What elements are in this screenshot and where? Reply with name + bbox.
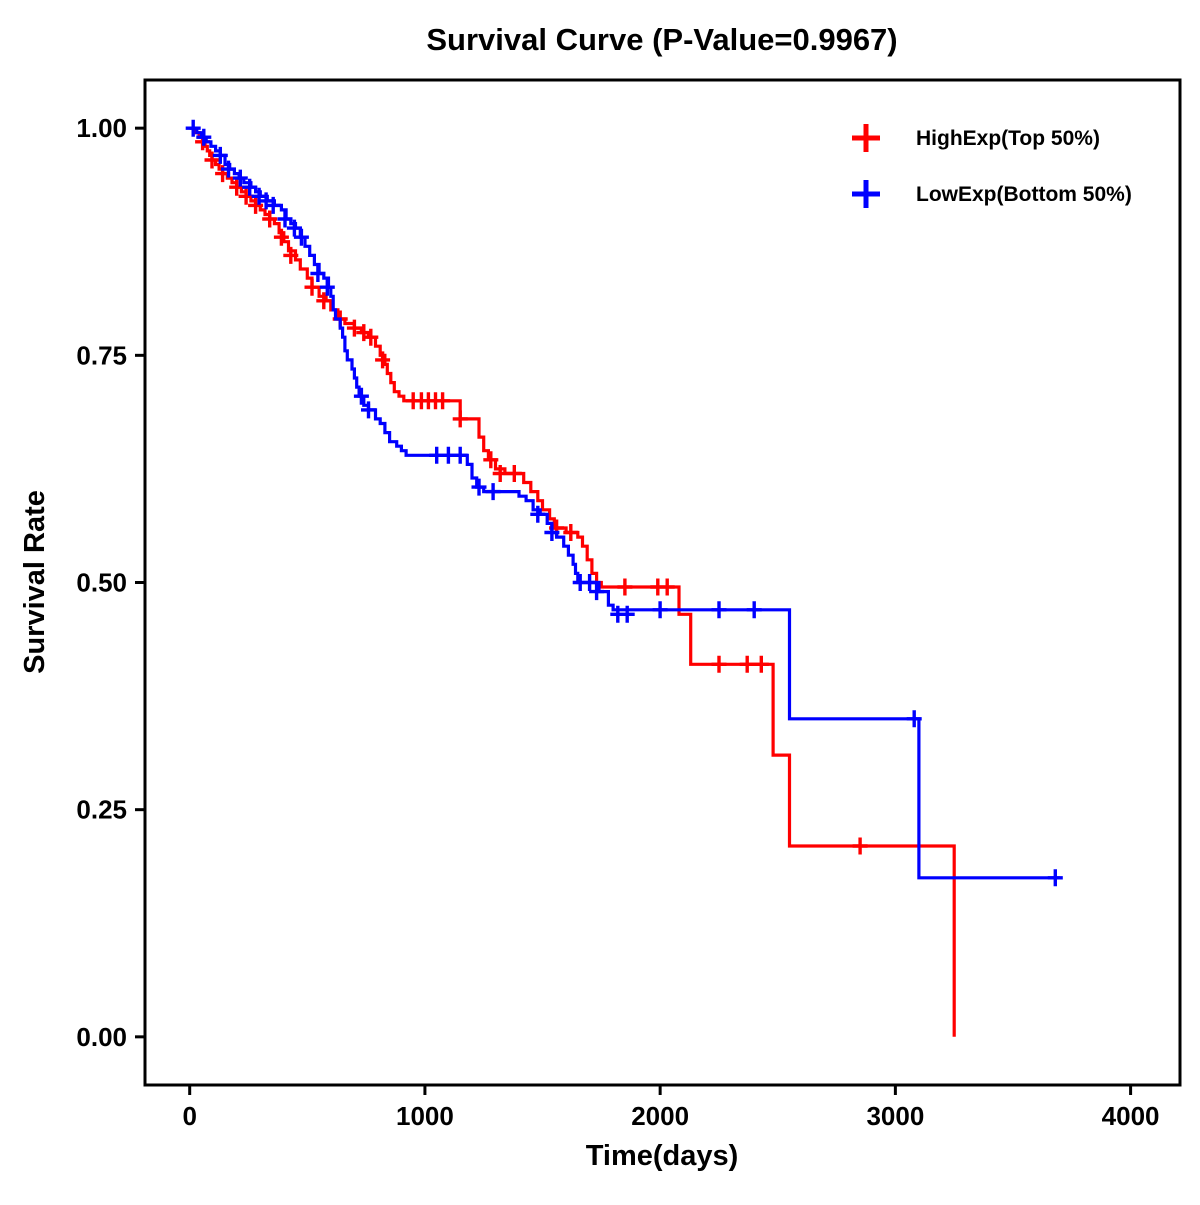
x-axis-label: Time(days) xyxy=(586,1140,739,1172)
x-tick-label: 0 xyxy=(182,1101,196,1131)
x-axis: 0 1000 2000 3000 4000 xyxy=(182,1085,1160,1131)
y-axis: 0.00 0.25 0.50 0.75 1.00 xyxy=(76,113,145,1052)
y-tick-label: 0.25 xyxy=(76,795,127,825)
series-highexp xyxy=(189,126,956,1037)
censor-marks xyxy=(195,133,868,855)
x-tick-label: 1000 xyxy=(396,1101,454,1131)
legend: HighExp(Top 50%) LowExp(Bottom 50%) xyxy=(852,124,1132,208)
y-axis-label: Survival Rate xyxy=(19,490,51,674)
legend-label: HighExp(Top 50%) xyxy=(916,127,1100,150)
x-tick-label: 3000 xyxy=(866,1101,924,1131)
x-tick-label: 2000 xyxy=(631,1101,689,1131)
y-tick-label: 0.50 xyxy=(76,568,127,598)
y-tick-label: 0.00 xyxy=(76,1022,127,1052)
legend-plus-icon xyxy=(852,180,880,208)
censor-marks xyxy=(185,119,1063,887)
survival-step-line xyxy=(189,126,956,1037)
series-lowexp xyxy=(185,119,1063,887)
y-tick-label: 1.00 xyxy=(76,113,127,143)
plot-area: 0 1000 2000 3000 4000 0.00 0.25 0.50 0.75 1.00 Hig… xyxy=(76,78,1182,1131)
chart-title: Survival Curve (P-Value=0.9967) xyxy=(426,22,897,57)
legend-label: LowExp(Bottom 50%) xyxy=(916,183,1132,206)
y-tick-label: 0.75 xyxy=(76,340,127,370)
survival-step-line xyxy=(189,126,1060,880)
x-tick-label: 4000 xyxy=(1102,1101,1160,1131)
legend-plus-icon xyxy=(852,124,880,152)
